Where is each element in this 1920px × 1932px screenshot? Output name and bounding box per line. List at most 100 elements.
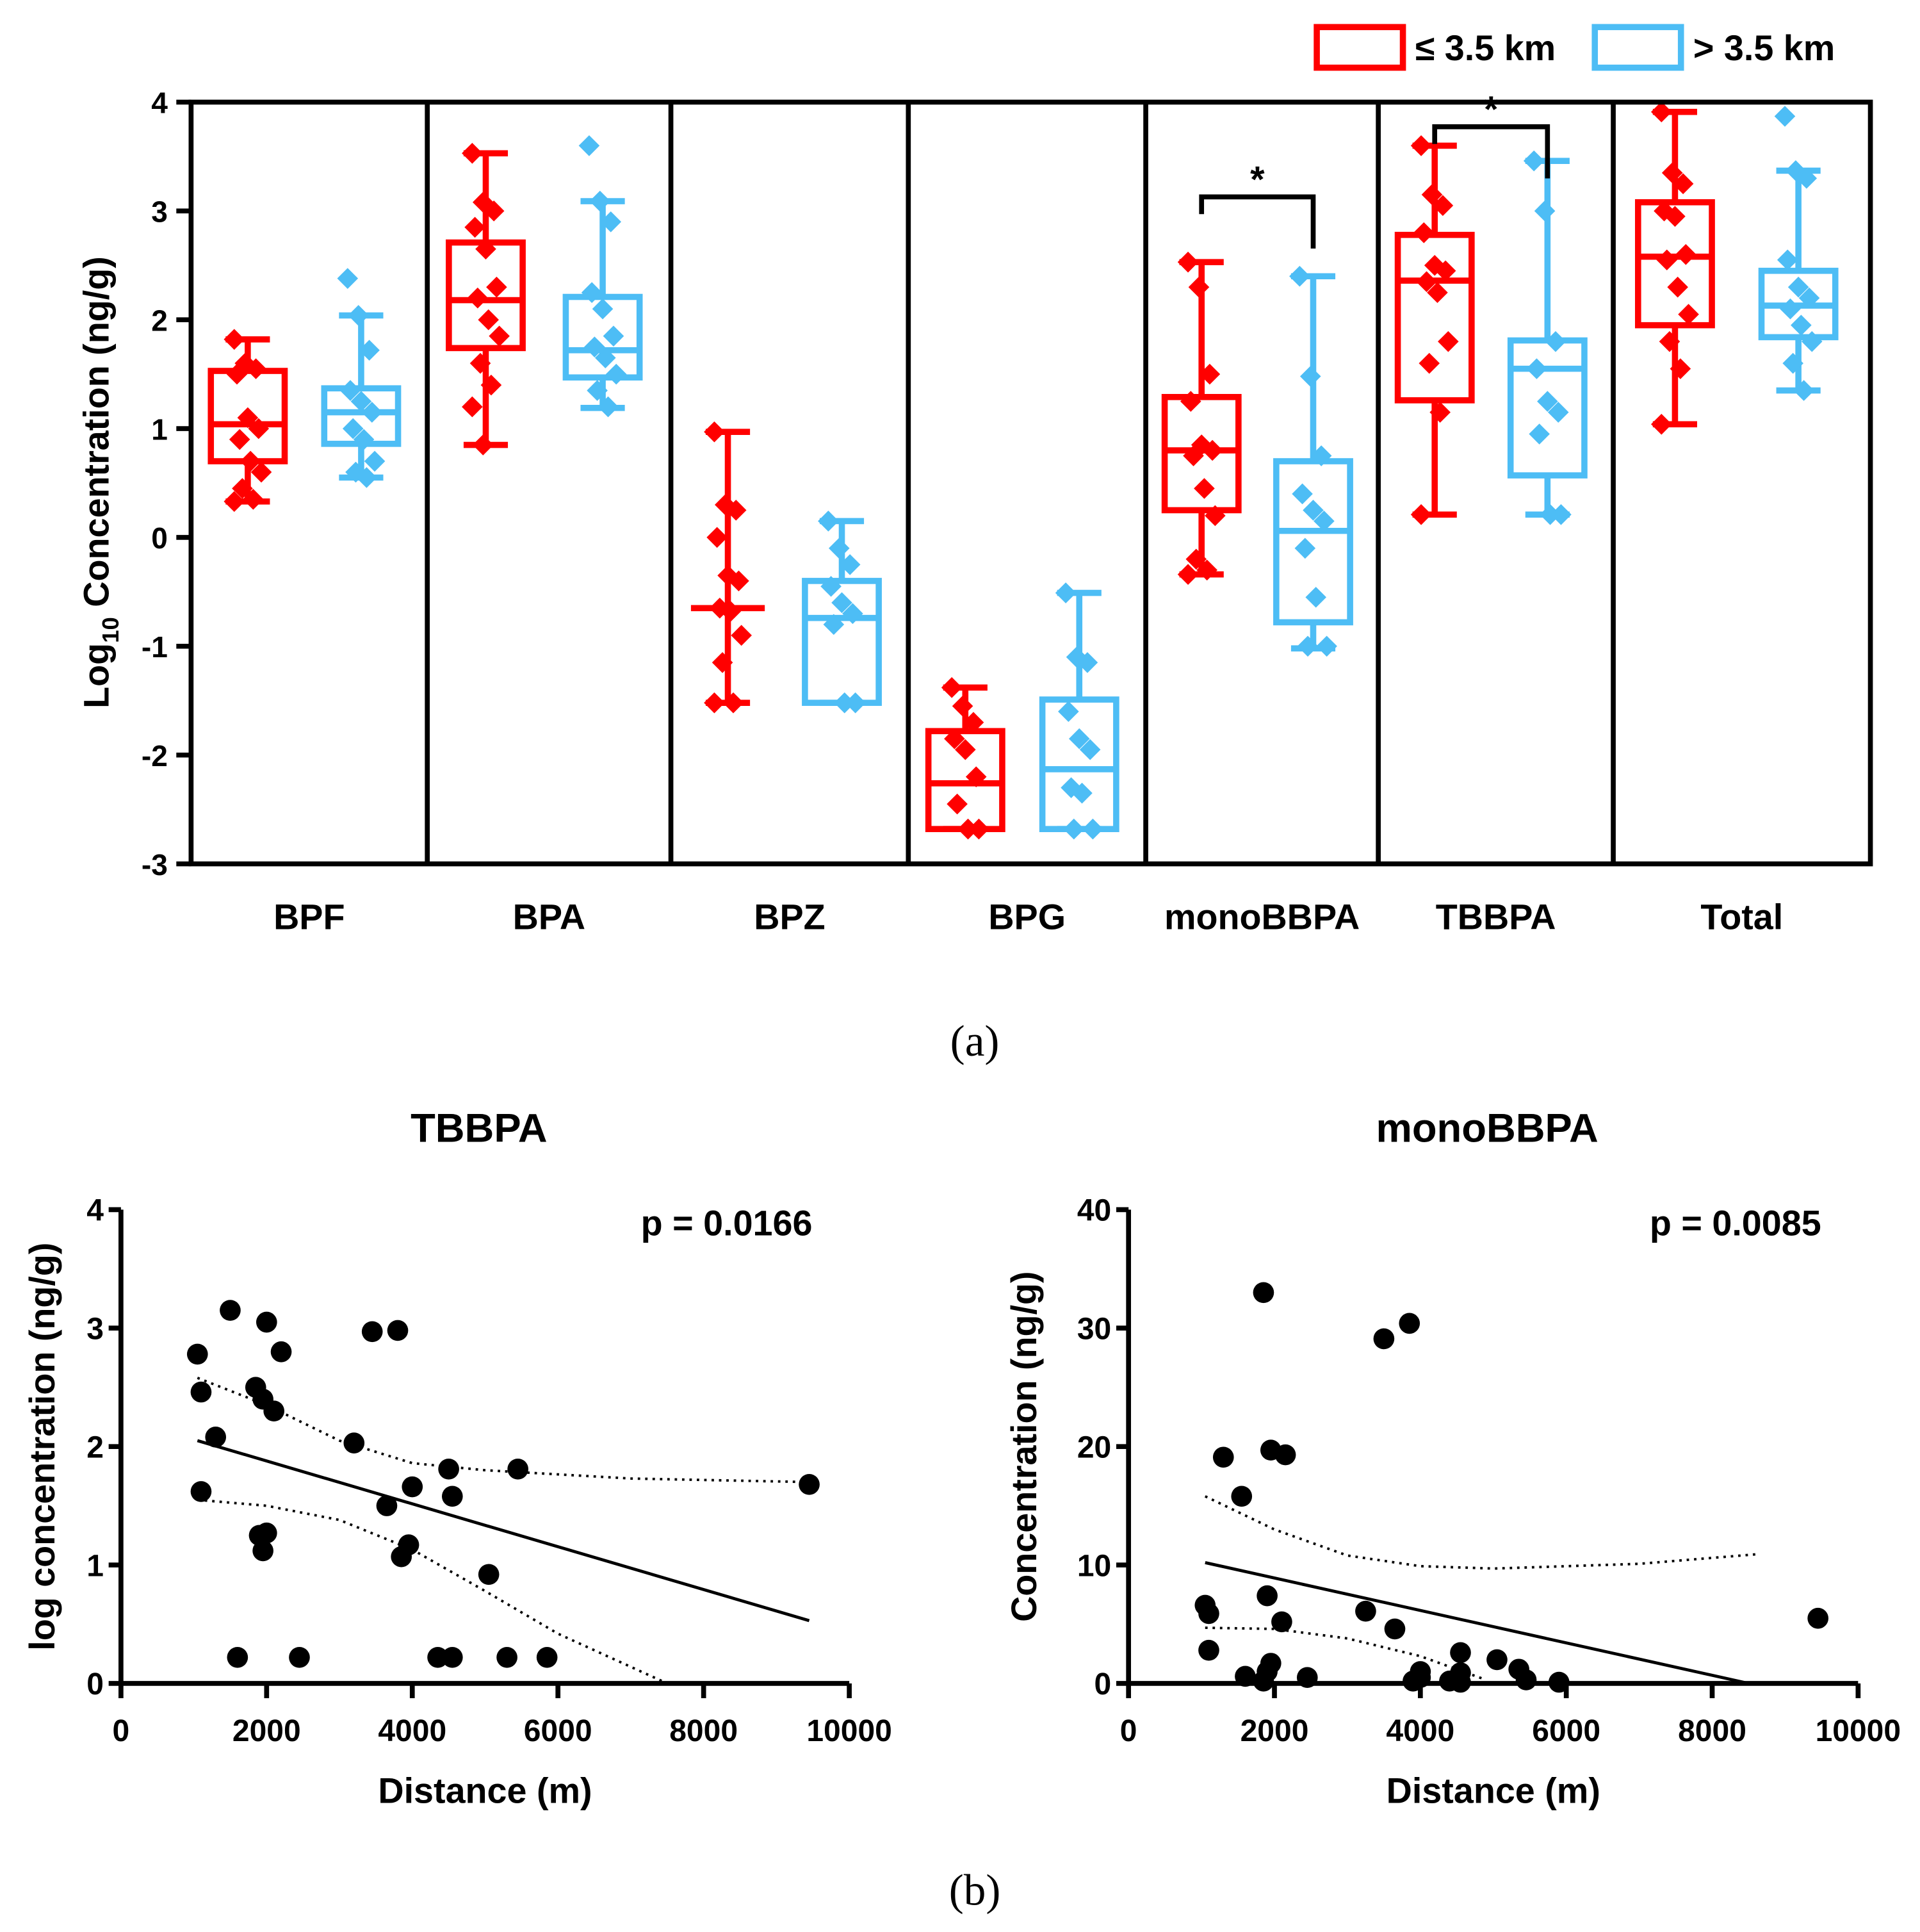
caption-b: (b) (949, 1865, 1001, 1915)
data-point (1253, 1282, 1274, 1304)
category-label: monoBBPA (1164, 897, 1360, 937)
data-point (190, 1381, 212, 1403)
data-point (1534, 201, 1556, 222)
data-point (818, 511, 839, 532)
data-point (342, 418, 364, 439)
x-tick-label: 10000 (1816, 1714, 1901, 1748)
data-point (536, 1646, 558, 1668)
data-point (478, 309, 500, 331)
x-tick-label: 8000 (669, 1714, 738, 1748)
y-tick-label: 3 (86, 1313, 104, 1347)
data-point (968, 818, 989, 840)
data-point (1316, 635, 1337, 657)
data-point (731, 625, 752, 646)
data-point (237, 407, 259, 429)
data-point (1299, 366, 1321, 387)
data-point (584, 336, 605, 357)
data-point (704, 692, 725, 714)
scatter-monobbpa: monoBBPA p = 0.0085 0 10 20 30 40 0 2000 4000 6000… (1004, 1106, 1901, 1811)
data-point (1526, 358, 1547, 379)
data-point (581, 282, 603, 304)
data-point (1294, 537, 1316, 559)
x-tick-label: 6000 (1532, 1714, 1600, 1748)
data-point (1082, 818, 1103, 840)
category-label: BPF (273, 897, 345, 937)
data-point (1198, 1603, 1219, 1625)
box-group (207, 329, 288, 512)
scatter-tbbpa: TBBPA p = 0.0166 0 1 2 3 4 0 2000 4000 6000 8000 100… (22, 1106, 892, 1811)
data-point (252, 1540, 273, 1562)
data-point (1656, 249, 1678, 271)
data-point (224, 491, 245, 512)
data-point (263, 1400, 285, 1422)
data-point (1384, 1618, 1406, 1640)
data-point (353, 429, 375, 450)
data-point (232, 478, 253, 499)
data-point (1183, 445, 1204, 466)
data-point (1194, 478, 1215, 499)
data-point (356, 467, 377, 488)
regression-line (197, 1439, 810, 1623)
data-point (722, 692, 744, 714)
data-point (441, 1646, 463, 1668)
data-point (1177, 564, 1199, 585)
data-point (243, 489, 264, 510)
data-point (427, 1646, 448, 1668)
data-point (250, 461, 272, 483)
data-point (706, 527, 728, 548)
data-point (289, 1646, 310, 1668)
data-point (1410, 135, 1432, 156)
data-point (587, 380, 608, 401)
data-point (227, 1646, 248, 1668)
data-point (1523, 150, 1545, 172)
box (562, 293, 643, 381)
x-tick-label: 2000 (1241, 1714, 1309, 1748)
box (1161, 393, 1242, 514)
box-group (1507, 150, 1588, 525)
data-point (578, 135, 600, 156)
y-tick-label: 30 (1077, 1313, 1111, 1347)
data-point (1675, 243, 1696, 265)
significance-star: * (1484, 89, 1499, 130)
data-point (220, 1300, 241, 1321)
data-point (1678, 304, 1699, 325)
legend-label: > 3.5 km (1693, 28, 1835, 68)
data-point (1529, 423, 1550, 445)
legend-swatch (1591, 24, 1684, 71)
y-tick-label: 40 (1077, 1194, 1111, 1228)
data-point (205, 1427, 227, 1448)
data-point (364, 450, 386, 472)
data-point (1807, 1607, 1829, 1629)
box-group (1394, 135, 1475, 525)
significance-bracket (1199, 194, 1316, 249)
data-point (1450, 1671, 1471, 1693)
y-tick-label: 0 (1094, 1667, 1112, 1701)
data-point (1399, 1313, 1420, 1334)
data-point (256, 1311, 277, 1333)
data-point (1289, 265, 1310, 287)
data-point (1055, 582, 1077, 603)
confidence-band-lower (1205, 1626, 1487, 1682)
p-value-annotation: p = 0.0166 (641, 1204, 813, 1243)
box-group (1273, 265, 1353, 657)
data-point (462, 142, 483, 164)
box-group (1634, 101, 1715, 435)
data-point (472, 434, 494, 455)
data-point (464, 217, 485, 238)
data-point (361, 1321, 383, 1343)
data-point (834, 692, 856, 714)
x-axis-label: Distance (m) (1387, 1771, 1600, 1810)
box-group (690, 421, 765, 714)
category-label: BPA (513, 897, 585, 937)
box-group (1161, 251, 1242, 585)
legend-label: ≤ 3.5 km (1415, 28, 1556, 68)
data-point (469, 352, 491, 374)
data-point (845, 692, 866, 714)
category-label: BPZ (754, 897, 825, 937)
data-point (1305, 587, 1327, 608)
data-point (398, 1534, 419, 1555)
data-point (480, 374, 502, 396)
data-point (1650, 101, 1672, 123)
data-point (1257, 1585, 1278, 1607)
